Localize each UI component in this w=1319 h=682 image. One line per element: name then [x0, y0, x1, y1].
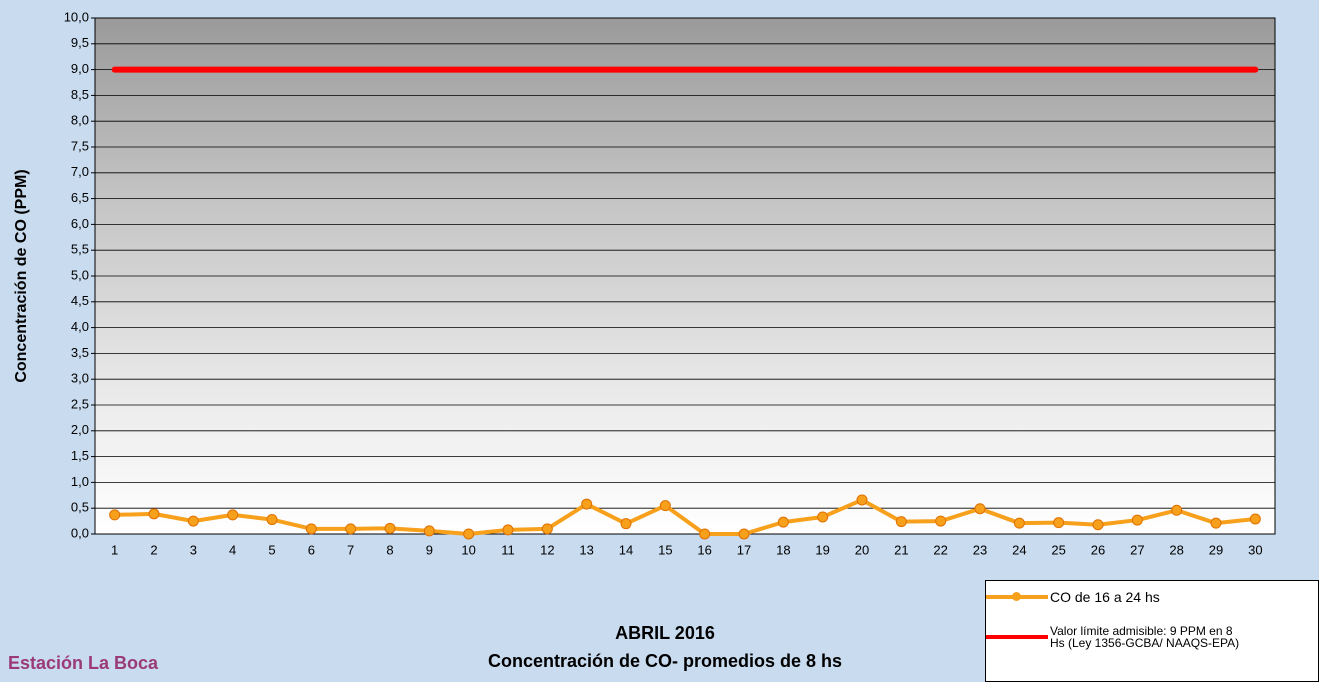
x-tick-label: 23 — [973, 542, 987, 557]
data-point — [424, 526, 434, 536]
x-tick-label: 9 — [426, 542, 433, 557]
y-tick-label: 3,0 — [71, 371, 89, 386]
y-tick-label: 8,5 — [71, 87, 89, 102]
data-point — [857, 495, 867, 505]
y-tick-label: 5,5 — [71, 242, 89, 257]
y-tick-label: 8,0 — [71, 113, 89, 128]
x-tick-label: 29 — [1209, 542, 1223, 557]
x-tick-label: 20 — [855, 542, 869, 557]
x-tick-label: 22 — [933, 542, 947, 557]
y-tick-label: 7,5 — [71, 138, 89, 153]
data-point — [306, 524, 316, 534]
y-tick-label: 4,5 — [71, 293, 89, 308]
y-tick-label: 7,0 — [71, 164, 89, 179]
data-point — [582, 499, 592, 509]
chart-title: ABRIL 2016 — [615, 623, 715, 643]
data-point — [700, 529, 710, 539]
x-tick-label: 8 — [386, 542, 393, 557]
data-point — [149, 509, 159, 519]
y-tick-label: 9,0 — [71, 61, 89, 76]
data-point — [1093, 520, 1103, 530]
x-tick-label: 27 — [1130, 542, 1144, 557]
y-tick-label: 4,0 — [71, 319, 89, 334]
data-point — [1054, 518, 1064, 528]
chart-subtitle: Concentración de CO- promedios de 8 hs — [488, 651, 842, 671]
legend-label: CO de 16 a 24 hs — [1050, 591, 1310, 603]
data-point — [896, 517, 906, 527]
data-point — [228, 510, 238, 520]
data-point — [1172, 505, 1182, 515]
legend-swatch — [986, 631, 1048, 643]
y-tick-label: 2,5 — [71, 396, 89, 411]
x-tick-label: 25 — [1051, 542, 1065, 557]
y-tick-label: 0,0 — [71, 525, 89, 540]
y-tick-label: 0,5 — [71, 500, 89, 515]
x-tick-label: 2 — [150, 542, 157, 557]
x-tick-label: 17 — [737, 542, 751, 557]
data-point — [1211, 518, 1221, 528]
data-point — [385, 523, 395, 533]
data-point — [975, 504, 985, 514]
data-point — [936, 516, 946, 526]
x-tick-label: 10 — [461, 542, 475, 557]
x-tick-label: 1 — [111, 542, 118, 557]
x-tick-label: 30 — [1248, 542, 1262, 557]
x-tick-label: 21 — [894, 542, 908, 557]
y-tick-label: 2,0 — [71, 422, 89, 437]
x-tick-label: 11 — [501, 542, 515, 557]
data-point — [1250, 514, 1260, 524]
data-point — [818, 512, 828, 522]
x-tick-label: 12 — [540, 542, 554, 557]
data-point — [267, 515, 277, 525]
y-tick-label: 9,5 — [71, 35, 89, 50]
data-point — [1132, 515, 1142, 525]
data-point — [188, 516, 198, 526]
data-point — [464, 529, 474, 539]
legend-swatch — [986, 591, 1048, 603]
y-tick-label: 6,5 — [71, 190, 89, 205]
x-tick-label: 28 — [1169, 542, 1183, 557]
x-tick-label: 24 — [1012, 542, 1026, 557]
y-tick-label: 5,0 — [71, 267, 89, 282]
x-tick-label: 15 — [658, 542, 672, 557]
x-tick-label: 6 — [308, 542, 315, 557]
legend-item: Valor límite admisible: 9 PPM en 8 Hs (L… — [986, 625, 1250, 649]
x-tick-label: 3 — [190, 542, 197, 557]
y-tick-label: 6,0 — [71, 216, 89, 231]
data-point — [778, 517, 788, 527]
data-point — [621, 519, 631, 529]
x-tick-label: 18 — [776, 542, 790, 557]
legend: CO de 16 a 24 hs Valor límite admisible: … — [985, 580, 1319, 682]
x-tick-label: 19 — [815, 542, 829, 557]
x-tick-label: 13 — [579, 542, 593, 557]
x-tick-label: 4 — [229, 542, 236, 557]
x-tick-label: 7 — [347, 542, 354, 557]
y-tick-label: 1,5 — [71, 448, 89, 463]
data-point — [503, 525, 513, 535]
legend-item: CO de 16 a 24 hs — [986, 591, 1310, 603]
data-point — [1014, 518, 1024, 528]
y-tick-label: 3,5 — [71, 345, 89, 360]
data-point — [346, 524, 356, 534]
x-tick-label: 5 — [268, 542, 275, 557]
legend-label: Valor límite admisible: 9 PPM en 8 Hs (L… — [1050, 625, 1250, 649]
x-tick-label: 16 — [697, 542, 711, 557]
station-label: Estación La Boca — [8, 653, 159, 673]
y-tick-label: 10,0 — [64, 9, 89, 24]
data-point — [542, 524, 552, 534]
y-axis-label: Concentración de CO (PPM) — [13, 169, 30, 382]
page: Concentración de CO (PPM) ABRIL 2016 Con… — [0, 0, 1319, 682]
data-point — [660, 501, 670, 511]
x-tick-label: 14 — [619, 542, 633, 557]
data-point — [739, 529, 749, 539]
y-tick-label: 1,0 — [71, 474, 89, 489]
x-tick-label: 26 — [1091, 542, 1105, 557]
data-point — [110, 510, 120, 520]
